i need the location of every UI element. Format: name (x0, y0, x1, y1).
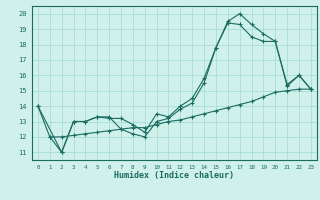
X-axis label: Humidex (Indice chaleur): Humidex (Indice chaleur) (115, 171, 234, 180)
